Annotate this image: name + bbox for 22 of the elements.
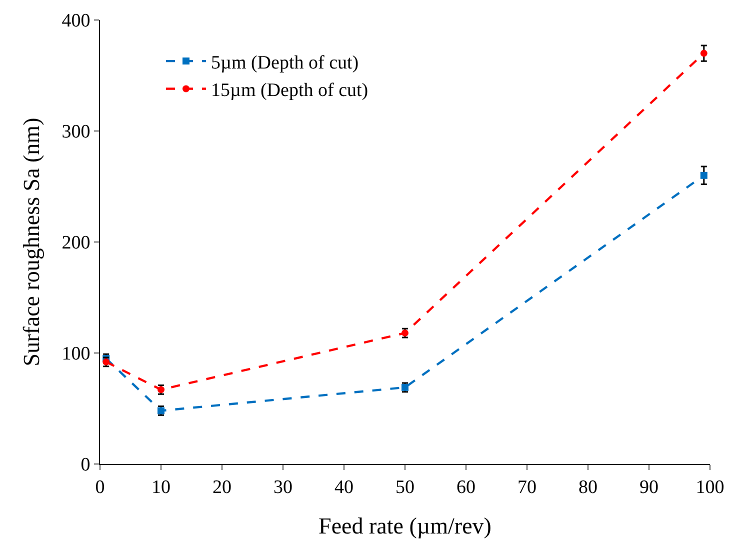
legend-label: 5µm (Depth of cut) (211, 52, 359, 74)
x-tick-label: 30 (274, 476, 292, 498)
y-tick-label: 0 (80, 454, 90, 476)
legend-label: 15µm (Depth of cut) (211, 80, 368, 102)
x-tick-label: 20 (212, 476, 232, 498)
x-axis-title: Feed rate (µm/rev) (318, 513, 492, 538)
x-tick-label: 60 (456, 476, 476, 498)
point (700, 50, 708, 57)
y-axis-title: Surface roughness Sa (nm) (19, 118, 44, 366)
y-tick-label: 400 (62, 10, 90, 32)
x-tick-label: 70 (518, 476, 536, 498)
y-tick-label: 100 (62, 344, 90, 365)
x-tick-label: 50 (396, 476, 414, 498)
x-tick-label: 90 (640, 476, 658, 498)
x-tick-label: 80 (578, 476, 598, 498)
x-tick-label: 0 (95, 476, 105, 498)
x-tick-label: 10 (152, 476, 170, 498)
x-tick-label: 40 (334, 476, 354, 498)
x-tick-label: 100 (696, 476, 724, 498)
y-tick-label: 300 (62, 122, 90, 143)
y-tick-label: 200 (62, 232, 90, 254)
point (700, 172, 708, 179)
